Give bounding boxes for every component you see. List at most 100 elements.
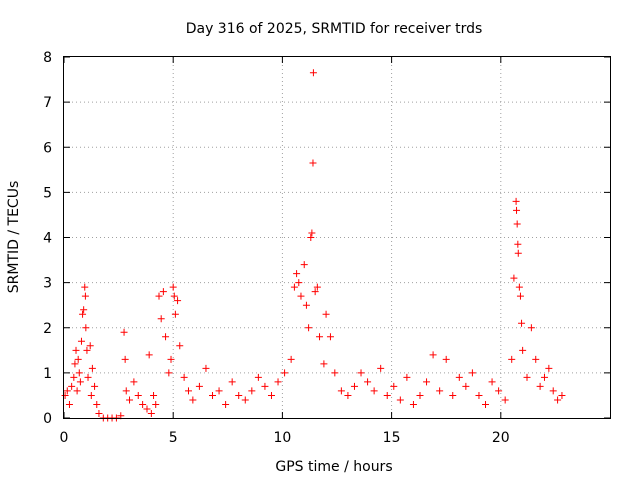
data-point <box>527 324 535 332</box>
data-point <box>86 342 94 350</box>
y-tick-label: 0 <box>43 411 52 427</box>
data-point <box>228 378 236 386</box>
data-point <box>134 391 142 399</box>
data-point <box>510 274 518 282</box>
data-point <box>281 369 289 377</box>
y-tick-label: 6 <box>43 140 52 156</box>
y-tick-label: 3 <box>43 276 52 292</box>
data-point <box>121 355 129 363</box>
data-point <box>91 382 99 390</box>
data-point <box>170 292 178 300</box>
data-point <box>409 400 417 408</box>
data-point <box>482 400 490 408</box>
data-point <box>254 373 262 381</box>
data-point <box>241 396 249 404</box>
y-axis-label: SRMTID / TECUs <box>6 181 22 294</box>
data-point <box>209 391 217 399</box>
data-point <box>81 283 89 291</box>
x-tick-label: 15 <box>383 430 401 446</box>
data-point <box>65 400 73 408</box>
data-point <box>171 310 179 318</box>
y-tick-label: 8 <box>43 50 52 66</box>
data-point <box>157 315 165 323</box>
data-point <box>162 333 170 341</box>
data-point <box>515 283 523 291</box>
data-point <box>350 382 358 390</box>
data-point <box>81 292 89 300</box>
data-point <box>222 400 230 408</box>
data-point <box>309 159 317 167</box>
data-point <box>514 249 522 257</box>
data-point <box>84 373 92 381</box>
data-point <box>549 387 557 395</box>
data-point <box>344 391 352 399</box>
data-point <box>74 355 82 363</box>
data-point <box>513 206 521 214</box>
data-point <box>449 391 457 399</box>
data-point <box>80 306 88 314</box>
axis-ticks <box>63 56 610 419</box>
data-point <box>235 391 243 399</box>
data-point <box>61 391 69 399</box>
data-point <box>495 387 503 395</box>
data-point <box>309 69 317 77</box>
data-point <box>82 324 90 332</box>
data-point <box>320 360 328 368</box>
data-point <box>455 373 463 381</box>
data-point <box>331 369 339 377</box>
data-point <box>75 369 83 377</box>
y-tick-labels: 0 1 2 3 4 5 6 7 8 <box>43 50 52 427</box>
data-point <box>184 387 192 395</box>
y-tick-label: 4 <box>43 231 52 247</box>
data-point <box>290 283 298 291</box>
data-point <box>293 270 301 278</box>
data-point <box>180 373 188 381</box>
data-point <box>267 391 275 399</box>
data-point <box>122 387 130 395</box>
data-point <box>554 396 562 404</box>
data-point <box>79 310 87 318</box>
data-point <box>83 346 91 354</box>
data-point <box>95 409 103 417</box>
data-point <box>143 405 151 413</box>
data-point <box>316 333 324 341</box>
data-point <box>519 346 527 354</box>
x-axis-label: GPS time / hours <box>275 459 392 475</box>
data-point <box>516 292 524 300</box>
x-tick-label: 20 <box>492 430 510 446</box>
data-point <box>313 283 321 291</box>
data-point <box>274 378 282 386</box>
data-point <box>370 387 378 395</box>
data-point <box>305 324 313 332</box>
y-tick-label: 2 <box>43 321 52 337</box>
data-point <box>167 355 175 363</box>
data-point <box>139 400 147 408</box>
data-point <box>147 409 155 417</box>
data-point <box>326 333 334 341</box>
data-point <box>390 382 398 390</box>
data-point <box>396 396 404 404</box>
data-point <box>357 369 365 377</box>
data-point <box>337 387 345 395</box>
data-point <box>513 220 521 228</box>
data-point <box>297 292 305 300</box>
data-point <box>364 378 372 386</box>
data-point <box>403 373 411 381</box>
data-point <box>311 288 319 296</box>
data-point <box>475 391 483 399</box>
data-point <box>169 283 177 291</box>
data-point <box>72 346 80 354</box>
data-point <box>71 360 79 368</box>
data-point <box>308 229 316 237</box>
data-point <box>523 373 531 381</box>
data-point <box>70 373 78 381</box>
data-point <box>176 342 184 350</box>
data-point <box>462 382 470 390</box>
data-point <box>202 364 210 372</box>
data-point <box>73 387 81 395</box>
data-point <box>120 328 128 336</box>
data-point <box>512 197 520 205</box>
data-point <box>165 369 173 377</box>
data-point <box>189 396 197 404</box>
plot-frame <box>63 56 611 419</box>
